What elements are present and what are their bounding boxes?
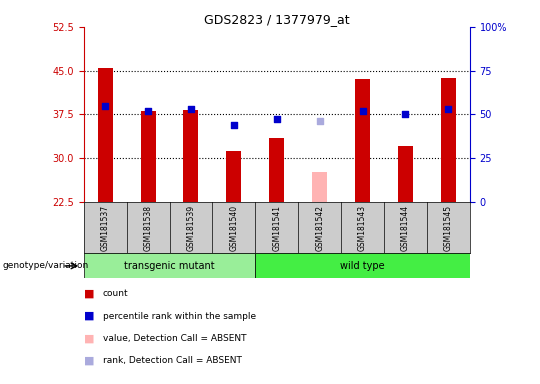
Text: GSM181543: GSM181543 <box>358 204 367 251</box>
Point <box>144 108 152 114</box>
Point <box>230 122 238 128</box>
Point <box>101 103 110 109</box>
Text: GSM181545: GSM181545 <box>444 204 453 251</box>
Bar <box>226 151 241 202</box>
Bar <box>441 78 456 202</box>
Text: GSM181544: GSM181544 <box>401 204 410 251</box>
Text: GSM181541: GSM181541 <box>272 205 281 250</box>
Text: GSM181542: GSM181542 <box>315 205 324 250</box>
Point <box>187 106 195 112</box>
Bar <box>140 111 156 202</box>
Bar <box>84 253 255 278</box>
Text: ■: ■ <box>84 289 94 299</box>
Text: GSM181540: GSM181540 <box>230 204 238 251</box>
Text: percentile rank within the sample: percentile rank within the sample <box>103 311 256 321</box>
Text: ■: ■ <box>84 311 94 321</box>
Text: genotype/variation: genotype/variation <box>3 262 89 270</box>
Text: rank, Detection Call = ABSENT: rank, Detection Call = ABSENT <box>103 356 241 365</box>
Text: GSM181539: GSM181539 <box>186 204 195 251</box>
Bar <box>184 110 199 202</box>
Bar <box>269 137 284 202</box>
Text: wild type: wild type <box>340 261 385 271</box>
Point <box>444 106 453 112</box>
Bar <box>98 68 113 202</box>
Bar <box>255 253 470 278</box>
Bar <box>398 146 413 202</box>
Point <box>358 108 367 114</box>
Point <box>273 116 281 122</box>
Text: ■: ■ <box>84 356 94 366</box>
Title: GDS2823 / 1377979_at: GDS2823 / 1377979_at <box>204 13 349 26</box>
Text: GSM181538: GSM181538 <box>144 205 153 250</box>
Text: ■: ■ <box>84 333 94 343</box>
Text: GSM181537: GSM181537 <box>100 204 110 251</box>
Text: value, Detection Call = ABSENT: value, Detection Call = ABSENT <box>103 334 246 343</box>
Point <box>401 111 410 118</box>
Bar <box>355 79 370 202</box>
Text: transgenic mutant: transgenic mutant <box>124 261 215 271</box>
Point <box>315 118 324 124</box>
Text: count: count <box>103 289 128 298</box>
Bar <box>312 172 327 202</box>
